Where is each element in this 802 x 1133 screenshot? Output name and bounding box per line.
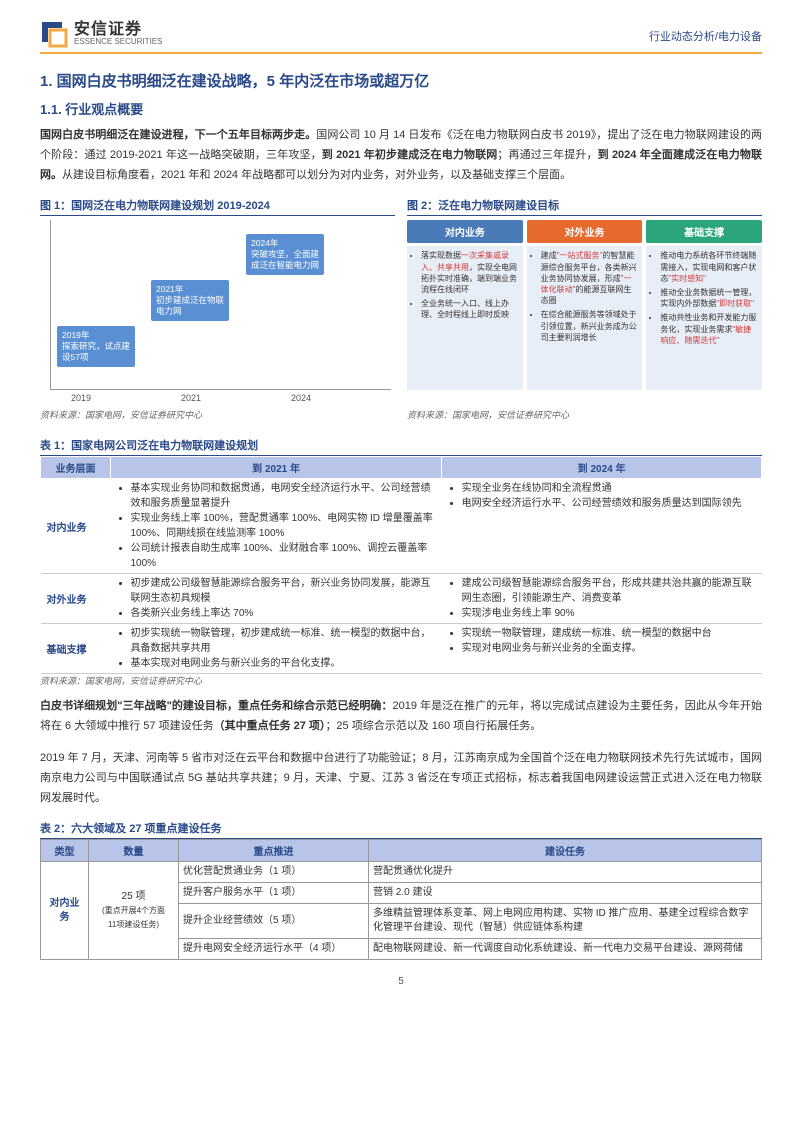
fig1-step-1: 2021年 初步建成泛在物联 电力网: [151, 280, 229, 321]
table-1: 业务层面到 2021 年到 2024 年对内业务基本实现业务协同和数据贯通，电网…: [40, 456, 762, 674]
table1-data-cell: 实现全业务在线协同和全流程贯通电网安全经济运行水平、公司经营绩效和服务质量达到国…: [442, 479, 762, 574]
fig2-title: 图 2：泛在电力物联网建设目标: [407, 197, 762, 216]
logo-icon: [40, 20, 68, 48]
table1-header-cell: 业务层面: [41, 457, 111, 479]
table2-header-cell: 重点推进: [179, 840, 369, 862]
p1-c: 到 2021 年初步建成泛在电力物联网: [322, 149, 498, 161]
table1-list-item: 电网安全经济运行水平、公司经营绩效和服务质量达到国际领先: [462, 496, 756, 511]
table1-list-item: 实现统一物联管理，建成统一标准、统一模型的数据中台: [462, 626, 756, 641]
fig1-step-2: 2024年 突破攻坚，全面建 成泛在智能电力网: [246, 234, 324, 275]
table2-qty-cell: 25 项(重点开展4个方面11项建设任务): [89, 862, 179, 960]
fig1-axis-label: 2024: [291, 393, 311, 403]
table1-list-item: 公司统计报表自助生成率 100%、业财融合率 100%、调控云覆盖率 100%: [131, 541, 436, 571]
table2-task-cell: 营销 2.0 建设: [369, 883, 762, 904]
table2-header-cell: 建设任务: [369, 840, 762, 862]
fig2-col-head: 对外业务: [527, 220, 643, 243]
fig2-grid: 对内业务落实现数据一次采集或录入、共享共用，实现全电网拓扑实时准确，端到端业务流…: [407, 220, 762, 390]
table1-list-item: 建成公司级智慧能源综合服务平台，形成共建共治共赢的能源互联网生态圈，引领能源生产…: [462, 576, 756, 606]
table2-task-cell: 多维精益管理体系变革、网上电网应用构建、实物 ID 推广应用、基建全过程综合数字…: [369, 904, 762, 939]
table1-list-item: 实现全业务在线协同和全流程贯通: [462, 481, 756, 496]
table2-focus-cell: 提升企业经营绩效（5 项）: [179, 904, 369, 939]
p1-lead: 国网白皮书明细泛在建设进程，下一个五年目标两步走。: [40, 129, 316, 141]
header-category: 行业动态分析/电力设备: [649, 28, 762, 44]
fig2-col-body: 推动电力系统各环节终端随需接入，实现电网和客户状态"实时感知" 推动全业务数据统一…: [646, 246, 762, 390]
table2-focus-cell: 提升电网安全经济运行水平（4 项）: [179, 939, 369, 960]
table2-focus-cell: 优化营配贯通业务（1 项）: [179, 862, 369, 883]
fig2-item: 全业务统一入口、线上办理、全时程线上即时反映: [421, 298, 519, 320]
table1-header-cell: 到 2021 年: [111, 457, 442, 479]
fig1-step-0: 2019年 探索研究，试点建 设57项: [57, 326, 135, 367]
paragraph-2: 白皮书详细规划"三年战略"的建设目标，重点任务和综合示范已经明确：2019 年是…: [40, 697, 762, 737]
table1-list-item: 实现业务线上率 100%，营配贯通率 100%、电网实物 ID 增量覆盖率 10…: [131, 511, 436, 541]
table1-data-cell: 初步建成公司级智慧能源综合服务平台，新兴业务协同发展，能源互联网生态初具规模各类…: [111, 574, 442, 624]
fig2-column-1: 对外业务建成"一站式服务"的智慧能源综合服务平台，各类新兴业务协同协发展，形成"…: [527, 220, 643, 390]
figures-row: 图 1：国网泛在电力物联网建设规划 2019-2024 2019年 探索研究，试…: [40, 197, 762, 394]
table2-header-cell: 类型: [41, 840, 89, 862]
table1-title: 表 1：国家电网公司泛在电力物联网建设规划: [40, 437, 762, 456]
table2-focus-cell: 提升客户服务水平（1 项）: [179, 883, 369, 904]
p1-f: 从建设目标角度看，2021 年和 2024 年战略都可以划分为对内业务，对外业务…: [62, 169, 571, 181]
table1-data-cell: 实现统一物联管理，建成统一标准、统一模型的数据中台实现对电网业务与新兴业务的全面…: [442, 624, 762, 674]
page-header: 安信证券 ESSENCE SECURITIES 行业动态分析/电力设备: [40, 20, 762, 54]
fig1-source: 资料来源：国家电网，安信证券研究中心: [40, 408, 395, 421]
fig2-col-head: 基础支撑: [646, 220, 762, 243]
fig2-column-2: 基础支撑推动电力系统各环节终端随需接入，实现电网和客户状态"实时感知" 推动全业务…: [646, 220, 762, 390]
fig2-item: 落实现数据一次采集或录入、共享共用，实现全电网拓扑实时准确，端到端业务流程在线闭…: [421, 250, 519, 295]
table2-category-cell: 对内业务: [41, 862, 89, 960]
logo-cn-text: 安信证券: [74, 22, 162, 38]
table1-category-cell: 对内业务: [41, 479, 111, 574]
table1-header-cell: 到 2024 年: [442, 457, 762, 479]
figure-2: 图 2：泛在电力物联网建设目标 对内业务落实现数据一次采集或录入、共享共用，实现…: [407, 197, 762, 394]
table1-list-item: 各类新兴业务线上率达 70%: [131, 606, 436, 621]
table1-data-cell: 基本实现业务协同和数据贯通，电网安全经济运行水平、公司经营绩效和服务质量显著提升…: [111, 479, 442, 574]
fig2-item: 推动全业务数据统一管理，实现内外部数据"即时获取": [660, 287, 758, 309]
fig2-col-body: 落实现数据一次采集或录入、共享共用，实现全电网拓扑实时准确，端到端业务流程在线闭…: [407, 246, 523, 390]
table2-title: 表 2：六大领域及 27 项重点建设任务: [40, 820, 762, 839]
table2-task-cell: 配电物联网建设、新一代调度自动化系统建设、新一代电力交易平台建设、源网荷储: [369, 939, 762, 960]
fig2-item: 在综合能源服务等领域处于引领位置，新兴业务成为公司主要利润增长: [541, 309, 639, 343]
table2-header-cell: 数量: [89, 840, 179, 862]
fig1-title: 图 1：国网泛在电力物联网建设规划 2019-2024: [40, 197, 395, 216]
table1-list-item: 基本实现对电网业务与新兴业务的平台化支撑。: [131, 656, 436, 671]
table-2: 类型数量重点推进建设任务对内业务25 项(重点开展4个方面11项建设任务)优化营…: [40, 839, 762, 960]
logo-en-text: ESSENCE SECURITIES: [74, 38, 162, 46]
fig2-item: 建成"一站式服务"的智慧能源综合服务平台，各类新兴业务协同协发展，形成"一体化联…: [541, 250, 639, 306]
fig1-axis-label: 2019: [71, 393, 91, 403]
section-11-title: 1.1. 行业观点概要: [40, 99, 762, 118]
p2-a: 白皮书详细规划"三年战略"的建设目标，重点任务和综合示范已经明确：: [40, 700, 392, 712]
section-1-title: 1. 国网白皮书明细泛在建设战略，5 年内泛在市场或超万亿: [40, 70, 762, 91]
table1-data-cell: 初步实现统一物联管理，初步建成统一标准、统一模型的数据中台，具备数据共享共用基本…: [111, 624, 442, 674]
fig2-item: 推动共性业务和开发能力服务化，实现业务需求"敏捷响应、随需迭代": [660, 312, 758, 346]
table2-task-cell: 营配贯通优化提升: [369, 862, 762, 883]
fig2-column-0: 对内业务落实现数据一次采集或录入、共享共用，实现全电网拓扑实时准确，端到端业务流…: [407, 220, 523, 390]
table1-list-item: 基本实现业务协同和数据贯通，电网安全经济运行水平、公司经营绩效和服务质量显著提升: [131, 481, 436, 511]
paragraph-3: 2019 年 7 月，天津、河南等 5 省市对泛在云平台和数据中台进行了功能验证…: [40, 749, 762, 808]
table1-category-cell: 基础支撑: [41, 624, 111, 674]
fig2-item: 推动电力系统各环节终端随需接入，实现电网和客户状态"实时感知": [660, 250, 758, 284]
fig2-col-head: 对内业务: [407, 220, 523, 243]
logo-block: 安信证券 ESSENCE SECURITIES: [40, 20, 162, 48]
paragraph-1: 国网白皮书明细泛在建设进程，下一个五年目标两步走。国网公司 10 月 14 日发…: [40, 126, 762, 185]
p2-c: （其中重点任务 27 项）: [214, 720, 326, 732]
table1-source: 资料来源：国家电网，安信证券研究中心: [40, 674, 762, 687]
fig1-axis-label: 2021: [181, 393, 201, 403]
p2-d: ；25 项综合示范以及 160 项自行拓展任务。: [325, 720, 541, 732]
table1-list-item: 初步建成公司级智慧能源综合服务平台，新兴业务协同发展，能源互联网生态初具规模: [131, 576, 436, 606]
table1-data-cell: 建成公司级智慧能源综合服务平台，形成共建共治共赢的能源互联网生态圈，引领能源生产…: [442, 574, 762, 624]
p1-d: ；再通过三年提升，: [497, 149, 597, 161]
fig1-chart-area: 2019年 探索研究，试点建 设57项 2021年 初步建成泛在物联 电力网 202…: [50, 220, 391, 390]
page-number: 5: [40, 976, 762, 987]
fig2-col-body: 建成"一站式服务"的智慧能源综合服务平台，各类新兴业务协同协发展，形成"一体化联…: [527, 246, 643, 390]
table1-list-item: 实现涉电业务线上率 90%: [462, 606, 756, 621]
table1-list-item: 初步实现统一物联管理，初步建成统一标准、统一模型的数据中台，具备数据共享共用: [131, 626, 436, 656]
table1-category-cell: 对外业务: [41, 574, 111, 624]
figure-1: 图 1：国网泛在电力物联网建设规划 2019-2024 2019年 探索研究，试…: [40, 197, 395, 394]
fig2-source: 资料来源：国家电网，安信证券研究中心: [407, 408, 762, 421]
table1-list-item: 实现对电网业务与新兴业务的全面支撑。: [462, 641, 756, 656]
